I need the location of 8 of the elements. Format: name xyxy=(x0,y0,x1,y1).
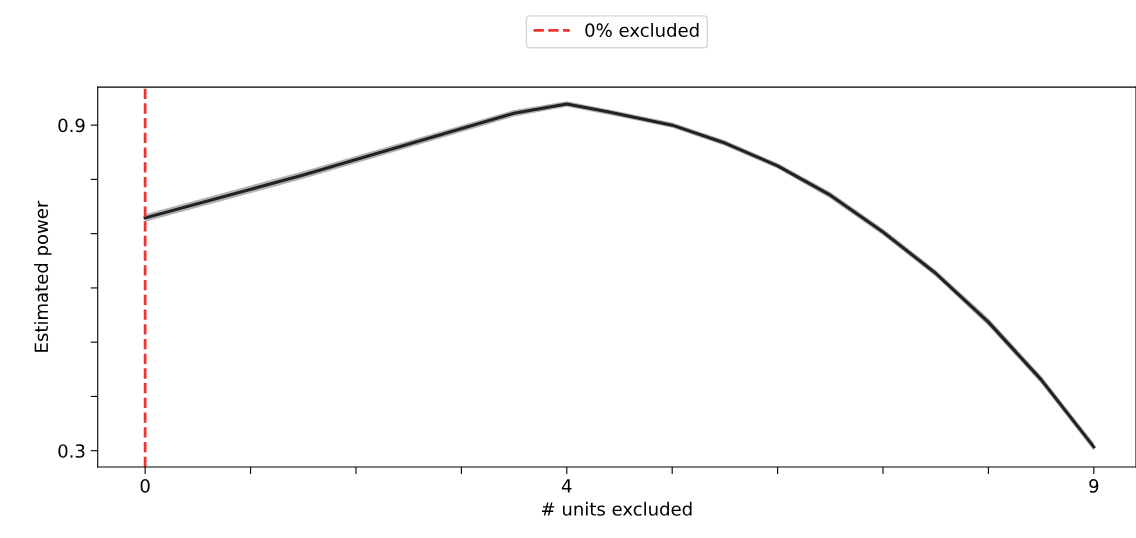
y-tick-label: 0.3 xyxy=(58,444,85,458)
x-tick-label: 4 xyxy=(561,479,572,493)
x-axis-title: # units excluded xyxy=(541,501,692,516)
y-axis-title: Estimated power xyxy=(34,200,52,352)
y-tick-label: 0.9 xyxy=(58,118,85,133)
x-tick-label: 9 xyxy=(1089,479,1099,493)
legend-label: 0% excluded xyxy=(585,23,699,38)
x-tick-label: 0 xyxy=(140,479,150,493)
